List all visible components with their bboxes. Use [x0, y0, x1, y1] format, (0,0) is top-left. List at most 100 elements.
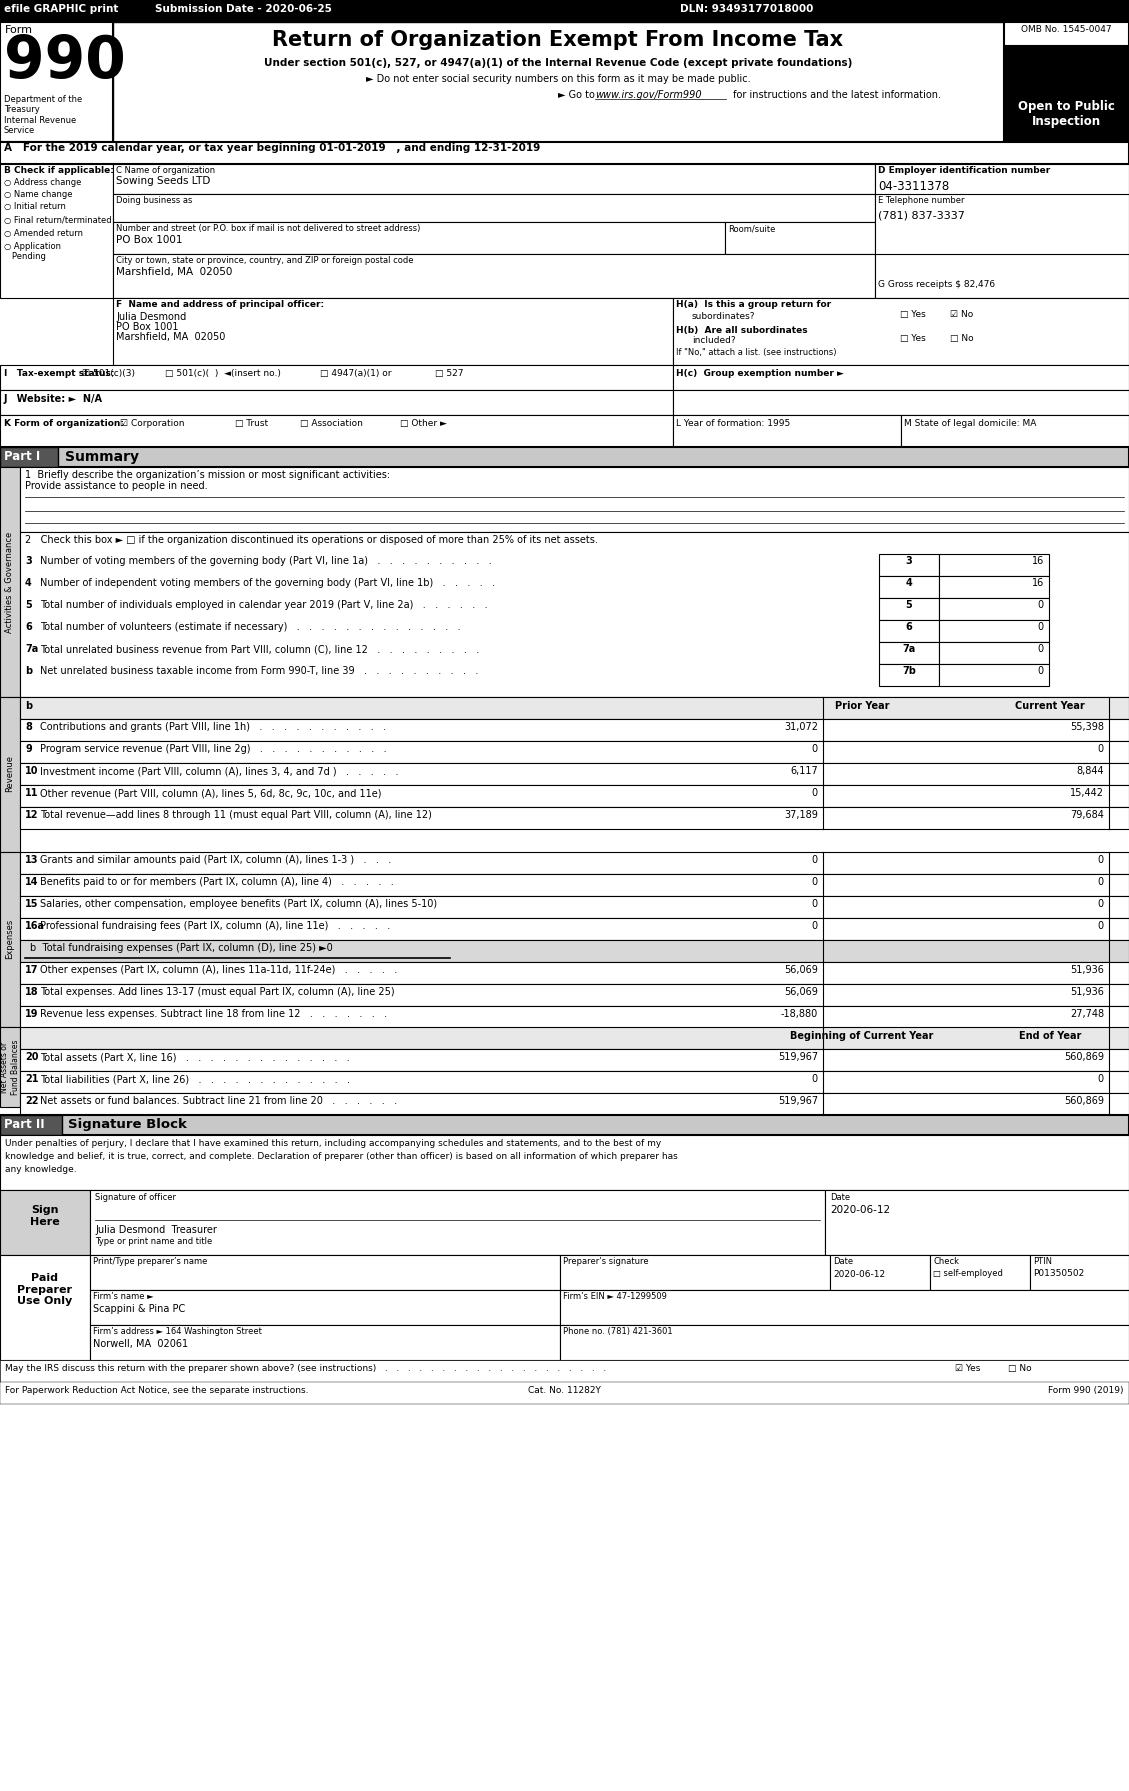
Bar: [825, 1189, 1129, 1255]
Bar: [0, 1383, 1129, 1404]
Text: 16: 16: [1032, 578, 1044, 587]
Text: 1  Briefly describe the organization’s mission or most significant activities:: 1 Briefly describe the organization’s mi…: [25, 469, 391, 480]
Bar: [939, 664, 1049, 686]
Bar: [0, 21, 1129, 141]
Text: Form: Form: [5, 25, 33, 36]
Text: Julia Desmond  Treasurer: Julia Desmond Treasurer: [95, 1225, 217, 1236]
Text: Doing business as: Doing business as: [116, 195, 192, 204]
Bar: [0, 1359, 1129, 1383]
Text: 7a: 7a: [902, 645, 916, 654]
Text: 15,442: 15,442: [1070, 788, 1104, 799]
Text: □ self-employed: □ self-employed: [933, 1270, 1003, 1279]
Text: May the IRS discuss this return with the preparer shown above? (see instructions: May the IRS discuss this return with the…: [5, 1365, 606, 1374]
Text: PTIN: PTIN: [1033, 1257, 1052, 1266]
Text: ► Go to: ► Go to: [558, 90, 598, 100]
Text: City or town, state or province, country, and ZIP or foreign postal code: City or town, state or province, country…: [116, 256, 413, 265]
Text: 51,936: 51,936: [1070, 987, 1104, 998]
Bar: [20, 1050, 1129, 1071]
Text: End of Year: End of Year: [1018, 1032, 1082, 1041]
Text: 11: 11: [25, 788, 38, 799]
Text: 7b: 7b: [902, 666, 916, 675]
Bar: [879, 553, 939, 577]
Text: L Year of formation: 1995: L Year of formation: 1995: [676, 419, 790, 428]
Text: 3: 3: [905, 555, 912, 566]
Text: Number of independent voting members of the governing body (Part VI, line 1b)   : Number of independent voting members of …: [40, 578, 496, 587]
Bar: [20, 1093, 1129, 1116]
Bar: [0, 165, 113, 297]
Bar: [0, 141, 1129, 165]
Bar: [0, 448, 58, 467]
Text: Total number of individuals employed in calendar year 2019 (Part V, line 2a)   .: Total number of individuals employed in …: [40, 600, 488, 611]
Bar: [20, 741, 1129, 763]
Text: Professional fundraising fees (Part IX, column (A), line 11e)   .   .   .   .   : Professional fundraising fees (Part IX, …: [40, 921, 391, 931]
Text: □ Trust: □ Trust: [235, 419, 268, 428]
Bar: [90, 1189, 825, 1255]
Text: M State of legal domicile: MA: M State of legal domicile: MA: [904, 419, 1036, 428]
Text: 0: 0: [1097, 921, 1104, 931]
Bar: [20, 983, 1129, 1007]
Bar: [90, 1290, 560, 1325]
Bar: [20, 784, 1129, 808]
Text: Provide assistance to people in need.: Provide assistance to people in need.: [25, 482, 208, 491]
Bar: [20, 853, 1129, 874]
Text: knowledge and belief, it is true, correct, and complete. Declaration of preparer: knowledge and belief, it is true, correc…: [5, 1152, 677, 1161]
Text: 37,189: 37,189: [785, 810, 819, 820]
Text: Other revenue (Part VIII, column (A), lines 5, 6d, 8c, 9c, 10c, and 11e): Other revenue (Part VIII, column (A), li…: [40, 788, 382, 799]
Text: Expenses: Expenses: [6, 919, 15, 960]
Text: Revenue: Revenue: [6, 756, 15, 792]
Text: PO Box 1001: PO Box 1001: [116, 235, 183, 245]
Bar: [939, 577, 1049, 598]
Bar: [113, 222, 725, 254]
Text: Investment income (Part VIII, column (A), lines 3, 4, and 7d )   .   .   .   .  : Investment income (Part VIII, column (A)…: [40, 767, 399, 776]
Text: -18,880: -18,880: [781, 1008, 819, 1019]
Text: OMB No. 1545-0047: OMB No. 1545-0047: [1021, 25, 1111, 34]
Text: 0: 0: [1038, 621, 1044, 632]
Text: (781) 837-3337: (781) 837-3337: [878, 210, 965, 220]
Bar: [113, 21, 1004, 141]
Bar: [560, 1255, 830, 1290]
Text: 55,398: 55,398: [1070, 722, 1104, 733]
Text: Norwell, MA  02061: Norwell, MA 02061: [93, 1340, 189, 1349]
Text: 51,936: 51,936: [1070, 965, 1104, 974]
Bar: [673, 390, 1129, 416]
Text: 2   Check this box ► □ if the organization discontinued its operations or dispos: 2 Check this box ► □ if the organization…: [25, 536, 598, 544]
Text: for instructions and the latest information.: for instructions and the latest informat…: [730, 90, 940, 100]
Text: Prior Year: Prior Year: [834, 700, 890, 711]
Text: 0: 0: [812, 878, 819, 887]
Text: □ Other ►: □ Other ►: [400, 419, 447, 428]
Bar: [939, 620, 1049, 641]
Bar: [0, 697, 20, 853]
Text: 0: 0: [1097, 1075, 1104, 1084]
Text: Activities & Governance: Activities & Governance: [6, 532, 15, 632]
Text: E Telephone number: E Telephone number: [878, 195, 964, 204]
Bar: [0, 1116, 1129, 1135]
Bar: [939, 598, 1049, 620]
Text: ○ Application
   Pending: ○ Application Pending: [5, 242, 61, 261]
Text: 0: 0: [1097, 854, 1104, 865]
Text: 0: 0: [1097, 878, 1104, 887]
Text: 519,967: 519,967: [778, 1096, 819, 1107]
Text: J   Website: ►  N/A: J Website: ► N/A: [5, 394, 103, 405]
Text: Summary: Summary: [65, 450, 139, 464]
Bar: [20, 697, 1129, 718]
Text: □ No: □ No: [1008, 1365, 1032, 1374]
Bar: [20, 718, 1129, 741]
Text: efile GRAPHIC print: efile GRAPHIC print: [5, 4, 119, 14]
Text: DLN: 93493177018000: DLN: 93493177018000: [680, 4, 813, 14]
Text: 22: 22: [25, 1096, 38, 1107]
Text: C Name of organization: C Name of organization: [116, 167, 216, 176]
Text: 19: 19: [25, 1008, 38, 1019]
Text: ○ Name change: ○ Name change: [5, 190, 72, 199]
Text: b: b: [25, 700, 32, 711]
Text: ☑ Yes: ☑ Yes: [955, 1365, 980, 1374]
Bar: [673, 416, 901, 448]
Text: Net Assets or
Fund Balances: Net Assets or Fund Balances: [0, 1039, 19, 1094]
Text: Scappini & Pina PC: Scappini & Pina PC: [93, 1304, 185, 1315]
Bar: [113, 297, 673, 365]
Bar: [879, 620, 939, 641]
Bar: [0, 1189, 90, 1255]
Text: 0: 0: [812, 1075, 819, 1084]
Bar: [875, 193, 1129, 256]
Text: H(b)  Are all subordinates: H(b) Are all subordinates: [676, 326, 807, 335]
Text: Open to Public
Inspection: Open to Public Inspection: [1017, 100, 1114, 127]
